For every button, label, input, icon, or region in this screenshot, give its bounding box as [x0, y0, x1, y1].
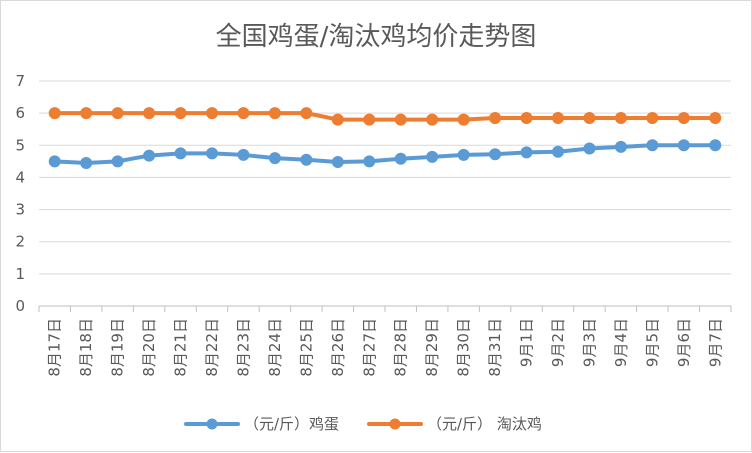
data-point-series-1 [677, 139, 690, 152]
data-point-series-1 [268, 152, 281, 165]
data-point-series-2 [677, 111, 690, 124]
data-point-series-1 [143, 149, 156, 162]
data-point-series-1 [111, 155, 124, 168]
x-tick-label: 8月21日 [172, 318, 190, 377]
data-point-series-2 [48, 107, 61, 120]
data-point-series-2 [300, 107, 313, 120]
y-tick-label: 3 [15, 201, 25, 219]
data-point-series-1 [80, 156, 93, 169]
legend: （元/斤）鸡蛋 （元/斤） 淘汰鸡 [184, 415, 542, 433]
data-point-series-2 [206, 107, 218, 120]
data-point-series-1 [331, 156, 344, 168]
y-tick-label: 0 [15, 297, 25, 315]
legend-marker-2 [389, 418, 401, 430]
y-tick-label: 2 [15, 233, 25, 251]
data-point-series-1 [394, 152, 407, 165]
data-point-series-2 [237, 107, 250, 120]
data-point-series-1 [489, 148, 502, 161]
y-tick-label: 4 [15, 168, 25, 186]
chart-title: 全国鸡蛋/淘汰鸡均价走势图 [216, 22, 537, 52]
y-axis: 0 1 2 3 4 5 6 7 [15, 72, 25, 315]
data-point-series-1 [583, 142, 596, 155]
data-point-series-2 [394, 113, 407, 126]
x-tick-label: 8月19日 [109, 318, 127, 377]
x-tick-label: 8月31日 [486, 318, 504, 377]
data-point-series-1 [300, 153, 313, 166]
x-axis: 8月17日 8月18日 8月19日 8月20日 8月21日 8月22日 8月23日 8月24日… [38, 306, 732, 377]
data-point-series-2 [174, 107, 187, 120]
data-point-series-2 [457, 113, 470, 126]
legend-label-2: （元/斤） 淘汰鸡 [427, 415, 542, 433]
y-tick-label: 5 [15, 136, 25, 154]
series-line-2 [52, 111, 718, 122]
data-point-series-1 [48, 155, 61, 168]
data-point-series-2 [646, 111, 659, 124]
data-point-series-1 [174, 147, 187, 160]
data-point-series-2 [426, 113, 439, 126]
data-point-series-1 [709, 139, 722, 152]
y-tick-label: 7 [15, 72, 25, 90]
x-tick-label: 8月26日 [329, 318, 347, 377]
legend-label-1: （元/斤）鸡蛋 [244, 415, 339, 433]
x-tick-label: 9月6日 [675, 318, 693, 367]
data-point-series-2 [80, 107, 93, 120]
x-tick-label: 9月1日 [518, 318, 536, 367]
x-tick-label: 8月24日 [266, 318, 284, 377]
data-point-series-1 [457, 148, 470, 161]
x-tick-label: 9月5日 [643, 318, 661, 367]
x-tick-label: 8月25日 [297, 318, 315, 377]
data-point-series-2 [520, 111, 533, 124]
data-point-series-2 [331, 113, 344, 126]
y-tick-label: 1 [15, 265, 25, 283]
x-tick-label: 8月20日 [140, 318, 158, 377]
x-tick-label: 8月22日 [203, 318, 221, 377]
data-point-series-2 [552, 111, 564, 124]
data-point-series-1 [237, 148, 250, 161]
x-tick-label: 8月23日 [234, 318, 252, 377]
data-point-series-1 [363, 155, 376, 168]
series-line-1 [52, 143, 718, 165]
data-point-series-2 [143, 107, 156, 120]
data-point-series-1 [206, 147, 218, 160]
series-group [48, 107, 722, 169]
x-tick-label: 8月30日 [455, 318, 473, 377]
data-point-series-1 [520, 146, 533, 159]
data-point-series-2 [363, 113, 376, 126]
x-tick-label: 8月28日 [392, 318, 410, 377]
data-point-series-2 [111, 107, 124, 120]
x-tick-label: 8月27日 [360, 318, 378, 377]
data-point-series-2 [268, 107, 281, 120]
data-point-series-2 [709, 111, 722, 124]
x-tick-label: 9月7日 [706, 318, 724, 367]
data-point-series-2 [614, 111, 627, 124]
x-tick-label: 9月4日 [612, 318, 630, 367]
data-point-series-1 [646, 139, 659, 152]
x-tick-label: 9月3日 [580, 318, 598, 367]
x-tick-label: 8月17日 [46, 318, 64, 377]
legend-marker-1 [206, 418, 218, 430]
x-tick-label: 8月29日 [423, 318, 441, 377]
y-tick-label: 6 [15, 104, 25, 122]
data-point-series-1 [426, 150, 439, 163]
data-point-series-1 [614, 140, 627, 153]
data-point-series-2 [583, 111, 596, 124]
x-tick-label: 9月2日 [549, 318, 567, 367]
data-point-series-1 [552, 145, 564, 158]
x-tick-label: 8月18日 [77, 318, 95, 377]
data-point-series-2 [489, 111, 502, 124]
